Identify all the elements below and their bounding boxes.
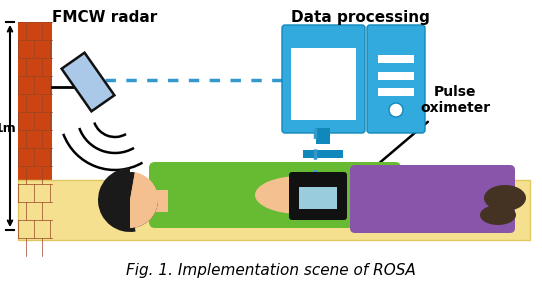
FancyBboxPatch shape <box>289 172 347 220</box>
Ellipse shape <box>255 176 345 214</box>
Ellipse shape <box>480 205 516 225</box>
Circle shape <box>102 172 158 228</box>
FancyBboxPatch shape <box>282 25 365 133</box>
Bar <box>378 55 414 63</box>
Polygon shape <box>62 53 114 111</box>
Text: Pulse
oximeter: Pulse oximeter <box>420 85 490 115</box>
Circle shape <box>389 103 403 117</box>
FancyBboxPatch shape <box>350 165 515 233</box>
Wedge shape <box>130 172 158 200</box>
Text: 1m: 1m <box>0 122 16 135</box>
Text: FMCW radar: FMCW radar <box>53 10 158 25</box>
Text: Fig. 1. Implementation scene of ROSA: Fig. 1. Implementation scene of ROSA <box>126 262 416 277</box>
Bar <box>378 72 414 80</box>
Bar <box>316 128 330 144</box>
Bar <box>18 22 52 240</box>
Bar <box>378 88 414 96</box>
Circle shape <box>102 172 158 228</box>
Bar <box>18 180 530 240</box>
Wedge shape <box>98 168 136 232</box>
Bar <box>291 48 356 120</box>
Bar <box>299 187 337 209</box>
Wedge shape <box>130 200 158 228</box>
Ellipse shape <box>484 185 526 211</box>
Wedge shape <box>102 172 135 228</box>
Text: Data processing: Data processing <box>291 10 429 25</box>
Bar <box>154 190 168 212</box>
Wedge shape <box>130 200 158 228</box>
Bar <box>303 150 343 158</box>
FancyBboxPatch shape <box>149 162 401 228</box>
FancyBboxPatch shape <box>367 25 425 133</box>
